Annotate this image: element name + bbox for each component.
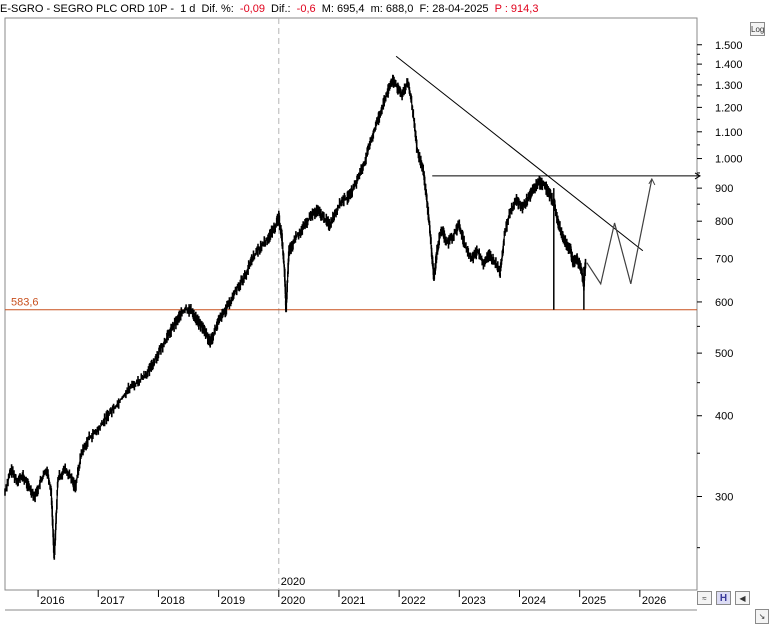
y-tick-label: 1.500	[715, 40, 743, 52]
y-tick-label: 900	[715, 183, 733, 195]
price-bars	[4, 74, 587, 560]
x-tick-label: 2016	[40, 595, 64, 607]
x-tick-label: 2022	[401, 595, 425, 607]
dif-pct-value: -0,09	[239, 3, 265, 15]
projection-arrowhead	[648, 177, 656, 186]
x-tick-label: 2019	[221, 595, 245, 607]
plot-border	[4, 17, 698, 591]
dif-label: Dif.:	[271, 3, 291, 15]
grid-lines: 2020	[278, 18, 305, 590]
price-line	[4, 79, 587, 560]
y-tick-label: 1.000	[715, 154, 743, 166]
x-tick-label: 2020	[281, 595, 305, 607]
y-tick-label: 300	[715, 491, 733, 503]
y-tick-label: 700	[715, 254, 733, 266]
y-tick-label: 1.300	[715, 80, 743, 92]
bar-style-icon[interactable]: H	[716, 591, 731, 605]
x-tick-label: 2026	[642, 595, 666, 607]
last-price: P : 914,3	[494, 3, 539, 15]
projection-path	[586, 178, 653, 286]
drawing-overlays: 583,6	[5, 55, 701, 311]
x-tick-label: 2017	[100, 595, 124, 607]
y-tick-label: 400	[715, 411, 733, 423]
x-tick-label: 2018	[160, 595, 184, 607]
x-tick-label: 2025	[582, 595, 606, 607]
dif-pct-label: Dif. %:	[201, 3, 234, 15]
chevron-left-icon[interactable]: ◀	[735, 591, 750, 605]
y-tick-label: 500	[715, 348, 733, 360]
y-tick-label: 800	[715, 216, 733, 228]
wave-icon[interactable]: ≈	[697, 591, 712, 605]
chart-header: E-SGRO - SEGRO PLC ORD 10P - 1 d Dif. %:…	[0, 0, 700, 18]
resistance-arrowhead	[694, 172, 701, 180]
x-tick-label: 2024	[521, 595, 545, 607]
resize-icon[interactable]: ↘	[755, 609, 769, 624]
x-tick-label: 2021	[341, 595, 365, 607]
year-marker-label: 2020	[281, 576, 305, 588]
trendline	[395, 55, 644, 252]
min-value: m: 688,0	[370, 3, 414, 15]
chart-frame	[4, 17, 698, 611]
date-value: F: 28-04-2025	[419, 3, 489, 15]
price-series	[4, 74, 587, 560]
symbol-name: E-SGRO - SEGRO PLC ORD 10P -	[0, 3, 175, 15]
log-scale-button[interactable]: Log	[750, 22, 765, 36]
support-label: 583,6	[11, 297, 39, 309]
period: 1 d	[180, 3, 196, 15]
y-axis: 1.500 1.400 1.300 1.200 1.100 1.000 900 800 700 6…	[697, 40, 743, 549]
dif-value: -0,6	[296, 3, 316, 15]
max-value: M: 695,4	[321, 3, 365, 15]
y-tick-label: 600	[715, 297, 733, 309]
y-tick-label: 1.400	[715, 59, 743, 71]
y-tick-label: 1.100	[715, 127, 743, 139]
x-tick-label: 2023	[461, 595, 485, 607]
y-tick-label: 1.200	[715, 102, 743, 114]
x-axis: 2016 2017 2018 2019 2020 2021 2022 2023 2024 2025…	[37, 590, 666, 607]
